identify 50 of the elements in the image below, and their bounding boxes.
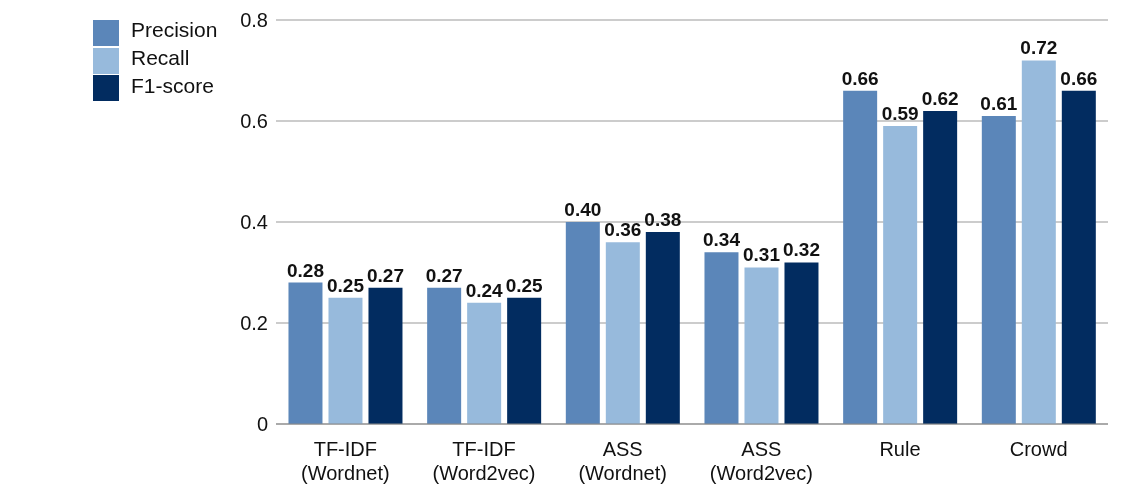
bar — [1061, 90, 1096, 424]
y-tick-label: 0 — [256, 413, 268, 436]
legend-label: F1-score — [131, 73, 214, 97]
x-tick-label: Crowd — [1009, 438, 1068, 460]
bar — [328, 297, 363, 424]
bar — [467, 302, 502, 424]
bar — [704, 252, 739, 424]
y-tick-label: 0.4 — [240, 211, 268, 234]
data-label: 0.28 — [286, 259, 324, 281]
legend-label: Recall — [131, 45, 190, 69]
data-label: 0.72 — [1020, 37, 1058, 59]
bar — [288, 282, 323, 424]
data-label: 0.61 — [980, 92, 1018, 114]
bar — [645, 232, 680, 424]
data-label: 0.59 — [881, 103, 919, 125]
data-label: 0.25 — [326, 274, 365, 296]
data-label: 0.27 — [366, 264, 404, 286]
x-tick-label: TF-IDF (Wordnet) — [301, 438, 390, 484]
data-label: 0.36 — [604, 219, 642, 241]
data-label: 0.34 — [702, 229, 741, 251]
bar — [368, 287, 403, 424]
bar — [883, 126, 918, 424]
data-label: 0.25 — [505, 274, 544, 296]
bar — [507, 297, 542, 424]
data-label: 0.66 — [1060, 67, 1098, 89]
bar — [784, 262, 819, 424]
x-tick-label: Rule — [879, 438, 921, 460]
data-label: 0.27 — [425, 264, 463, 286]
x-tick-label: ASS (Wordnet) — [578, 438, 667, 484]
data-label: 0.62 — [921, 87, 959, 109]
bar — [1021, 60, 1056, 424]
y-tick-label: 0.6 — [240, 110, 268, 133]
x-tick-label: TF-IDF (Word2vec) — [432, 438, 536, 484]
legend-label: Precision — [131, 18, 218, 41]
bar — [923, 110, 958, 424]
data-label: 0.32 — [782, 239, 820, 261]
bar — [744, 267, 779, 424]
bar — [981, 115, 1016, 424]
y-tick-label: 0.2 — [240, 312, 268, 335]
data-label: 0.66 — [841, 67, 879, 89]
data-label: 0.40 — [564, 199, 602, 220]
data-label: 0.31 — [742, 244, 781, 266]
bar — [565, 222, 600, 424]
bar — [427, 287, 462, 424]
bar — [843, 90, 878, 424]
y-tick-label: 0.8 — [240, 9, 268, 32]
data-label: 0.38 — [644, 209, 682, 231]
x-tick-label: ASS (Word2vec) — [709, 438, 813, 484]
bar — [605, 242, 640, 424]
data-label: 0.24 — [465, 279, 504, 301]
